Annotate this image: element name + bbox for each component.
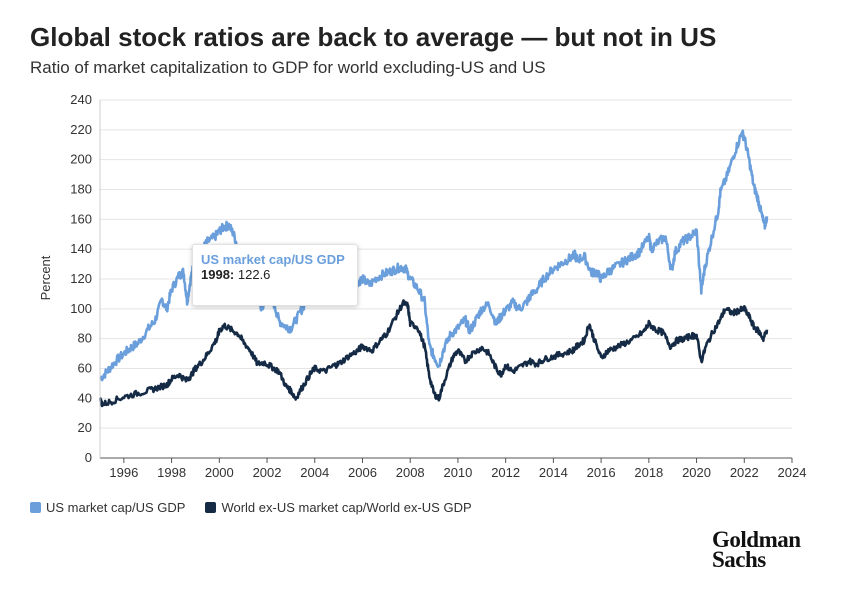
y-tick-label: 140	[70, 241, 92, 256]
tooltip-value: 122.6	[237, 267, 271, 282]
x-tick-label: 2018	[634, 465, 663, 480]
x-tick-label: 2000	[205, 465, 234, 480]
chart-title: Global stock ratios are back to average …	[30, 22, 717, 52]
x-tick-label: 2016	[587, 465, 616, 480]
series-line-world-ex-us[interactable]	[98, 299, 769, 408]
tooltip-value-row: 1998: 122.6	[201, 267, 349, 282]
x-tick-label: 2010	[443, 465, 472, 480]
y-tick-label: 20	[78, 420, 92, 435]
legend-item-us[interactable]: US market cap/US GDP	[30, 500, 185, 515]
legend-label-world: World ex-US market cap/World ex-US GDP	[221, 500, 472, 515]
x-tick-label: 1996	[109, 465, 138, 480]
x-tick-label: 2002	[253, 465, 282, 480]
logo-line-1: Goldman	[712, 527, 801, 552]
x-tick-label: 2004	[300, 465, 329, 480]
legend: US market cap/US GDP World ex-US market …	[30, 500, 492, 515]
goldman-sachs-logo: Goldman Sachs	[712, 527, 801, 572]
y-tick-label: 240	[70, 92, 92, 107]
legend-item-world[interactable]: World ex-US market cap/World ex-US GDP	[205, 500, 472, 515]
y-tick-label: 160	[70, 211, 92, 226]
x-tick-label: 2024	[778, 465, 807, 480]
y-tick-label: 120	[70, 271, 92, 286]
legend-swatch-world	[205, 502, 217, 513]
y-tick-label: 0	[85, 450, 92, 465]
data-tooltip: US market cap/US GDP 1998: 122.6	[192, 244, 358, 306]
y-tick-label: 200	[70, 152, 92, 167]
x-tick-label: 1998	[157, 465, 186, 480]
legend-swatch-us	[30, 502, 41, 513]
y-tick-label: 80	[78, 331, 92, 346]
x-tick-label: 2008	[396, 465, 425, 480]
x-tick-label: 2006	[348, 465, 377, 480]
y-tick-label: 60	[78, 361, 92, 376]
y-tick-label: 40	[78, 390, 92, 405]
y-axis-label: Percent	[38, 255, 53, 300]
tooltip-year: 1998:	[201, 267, 235, 282]
axes: 0 20 40 60 80 100 120 140 160 180 200 220 240 1996 199…	[70, 92, 806, 480]
y-tick-label: 180	[70, 182, 92, 197]
x-tick-label: 2012	[491, 465, 520, 480]
x-tick-label: 2020	[682, 465, 711, 480]
tooltip-series-label: US market cap/US GDP	[201, 252, 345, 267]
x-tick-label: 2014	[539, 465, 568, 480]
y-tick-label: 100	[70, 301, 92, 316]
series-line-us[interactable]	[99, 129, 769, 382]
series-lines	[98, 129, 769, 408]
logo-line-2: Sachs	[712, 547, 766, 572]
y-tick-label: 220	[70, 122, 92, 137]
chart-subtitle: Ratio of market capitalization to GDP fo…	[30, 58, 546, 77]
x-tick-label: 2022	[730, 465, 759, 480]
legend-label-us: US market cap/US GDP	[46, 500, 186, 515]
